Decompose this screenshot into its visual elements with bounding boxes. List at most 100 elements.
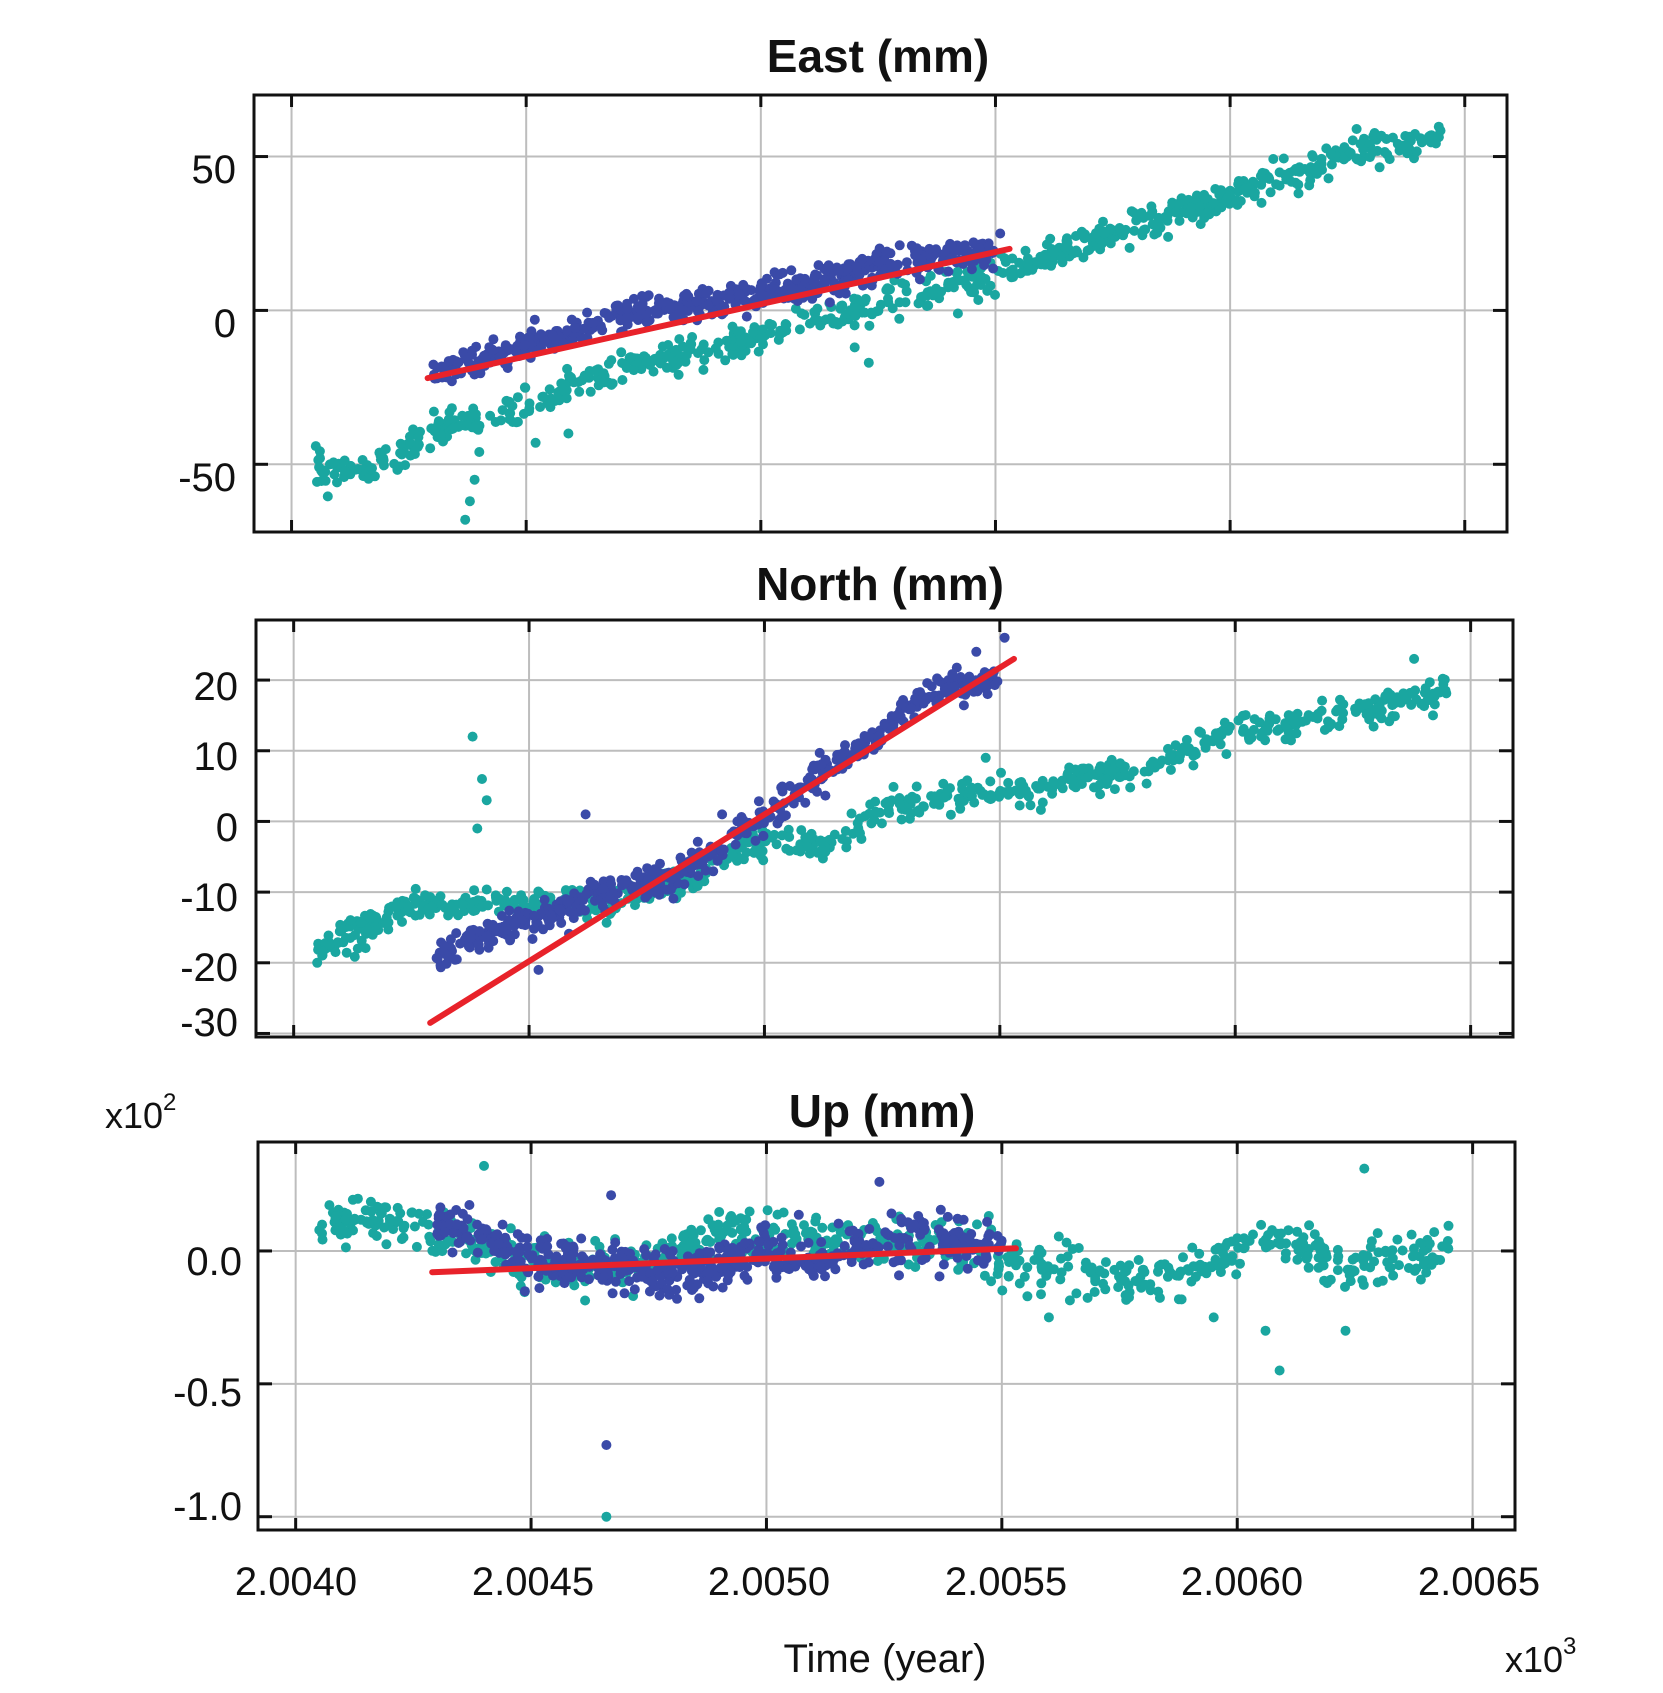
up-data-point <box>1120 1266 1131 1277</box>
north-data-point <box>1338 699 1349 710</box>
up-data-point <box>815 1261 826 1272</box>
up-data-point <box>1100 1257 1111 1268</box>
north-data-point <box>445 901 456 912</box>
north-data-point <box>1325 719 1336 730</box>
up-data-point <box>695 1225 706 1236</box>
east-panel: East (mm) 50 0 -50 <box>178 30 1509 534</box>
east-data-point <box>791 274 802 285</box>
east-data-point <box>1411 146 1422 157</box>
north-ticks <box>256 620 1513 1037</box>
up-data-point <box>873 1242 884 1253</box>
north-data-point <box>1353 703 1364 714</box>
east-data-point <box>1068 248 1079 259</box>
east-data-point <box>1258 173 1269 184</box>
east-data-point <box>1114 223 1125 233</box>
up-data-point <box>424 1231 435 1242</box>
up-data-point <box>1178 1252 1188 1263</box>
east-data-point <box>1326 159 1337 170</box>
up-data-point <box>1348 1265 1359 1276</box>
up-data-point <box>461 1232 472 1243</box>
up-data-point <box>727 1227 738 1238</box>
up-data-point <box>686 1224 697 1235</box>
north-data-point <box>539 894 550 905</box>
north-data-point <box>708 866 719 877</box>
east-data-point <box>1170 207 1181 218</box>
north-data-point <box>1067 774 1078 785</box>
north-data-point <box>985 776 996 787</box>
east-data-point <box>988 263 999 274</box>
east-data-point <box>312 476 322 487</box>
up-data-point <box>1139 1267 1150 1278</box>
up-data-point <box>486 1238 497 1249</box>
east-data-point <box>1020 245 1031 256</box>
north-data-point <box>370 926 381 936</box>
north-data-point <box>870 806 881 817</box>
north-data-point <box>784 832 795 842</box>
east-data-point <box>799 273 810 284</box>
up-data-point <box>803 1237 814 1248</box>
up-data-point <box>915 1229 926 1240</box>
north-data-point <box>1194 726 1205 737</box>
up-data-point <box>1231 1269 1242 1280</box>
up-data-point <box>583 1274 594 1285</box>
east-data-point <box>1290 163 1301 174</box>
up-data-point <box>1056 1253 1066 1264</box>
east-data-point <box>741 311 752 322</box>
east-ytick-label: -50 <box>178 456 236 500</box>
east-data-point <box>699 355 710 366</box>
north-data-point <box>986 793 997 804</box>
north-data-point <box>467 731 478 742</box>
east-data-point <box>946 241 957 252</box>
up-data-point <box>756 1222 767 1233</box>
up-data-point <box>479 1160 489 1171</box>
east-data-point <box>894 240 905 251</box>
north-data-point <box>1262 722 1273 733</box>
north-data-point <box>1424 694 1434 705</box>
up-data-point <box>1235 1258 1245 1269</box>
east-data-point <box>968 237 979 248</box>
up-data-point <box>1094 1265 1105 1276</box>
up-data-point <box>617 1252 628 1263</box>
east-data-point <box>530 437 541 448</box>
up-data-point <box>1210 1254 1221 1265</box>
north-data-point <box>717 809 728 820</box>
north-data-point <box>1201 735 1212 746</box>
east-data-point <box>524 333 535 343</box>
north-data-point <box>535 908 546 919</box>
up-data-point <box>1022 1291 1033 1302</box>
east-data-point <box>563 428 574 439</box>
up-data-point <box>1366 1236 1377 1247</box>
north-data-point <box>1270 714 1281 725</box>
up-data-point <box>702 1234 713 1245</box>
up-data-point <box>497 1219 508 1230</box>
east-data-point <box>786 265 797 276</box>
north-data-point <box>932 673 943 684</box>
up-data-point <box>1332 1244 1343 1255</box>
east-data-point <box>1208 198 1219 209</box>
north-data-point <box>1288 717 1299 727</box>
up-data-point <box>1029 1255 1040 1265</box>
east-data-point <box>1131 215 1142 226</box>
up-data-point <box>940 1234 951 1244</box>
up-data-point <box>516 1232 527 1243</box>
east-data-point <box>657 341 668 352</box>
up-data-point <box>492 1229 503 1240</box>
east-data-point <box>1382 149 1393 160</box>
up-data-point <box>741 1214 752 1225</box>
east-data-point <box>429 426 440 437</box>
north-data-point <box>383 924 394 935</box>
up-data-point <box>886 1208 897 1219</box>
east-data-point <box>887 303 898 314</box>
up-data-point <box>568 1241 579 1252</box>
east-data-point <box>842 263 853 274</box>
north-data-point <box>1389 711 1400 722</box>
north-data-point <box>1238 723 1249 734</box>
up-data-point <box>1313 1262 1324 1273</box>
up-data-point <box>1043 1312 1054 1323</box>
up-data-point <box>1377 1275 1388 1286</box>
east-data-point <box>569 323 580 333</box>
north-data-point <box>1174 754 1185 765</box>
up-data-point <box>490 1257 501 1267</box>
north-ytick-label: 10 <box>194 735 239 779</box>
up-data-point <box>1313 1236 1324 1247</box>
